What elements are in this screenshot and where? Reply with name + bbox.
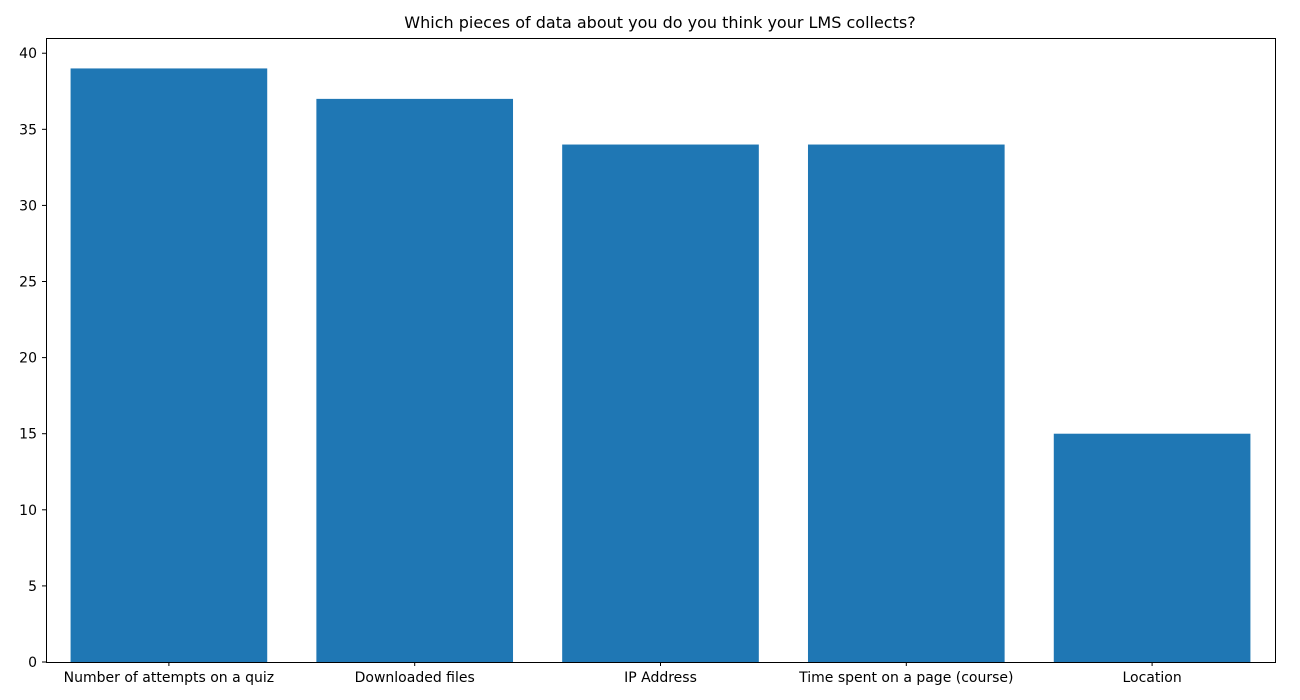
y-tick-label: 15 bbox=[19, 427, 37, 443]
y-tick-label: 40 bbox=[19, 46, 37, 62]
y-tick-label: 20 bbox=[19, 351, 37, 367]
bar-5 bbox=[1054, 434, 1251, 662]
y-tick-label: 35 bbox=[19, 122, 37, 138]
x-axis: Number of attempts on a quiz Downloaded f… bbox=[64, 662, 1182, 686]
bar-1 bbox=[71, 68, 268, 662]
y-tick-label: 30 bbox=[19, 198, 37, 214]
y-tick-label: 10 bbox=[19, 503, 37, 519]
x-tick-label: Time spent on a page (course) bbox=[798, 670, 1013, 686]
x-tick-label: Downloaded files bbox=[355, 670, 475, 686]
x-tick-label: Location bbox=[1122, 670, 1181, 686]
y-tick-label: 5 bbox=[28, 579, 37, 595]
bar-2 bbox=[316, 99, 513, 662]
y-axis: 0 5 10 15 20 25 30 35 40 bbox=[19, 46, 46, 671]
chart-title: Which pieces of data about you do you th… bbox=[404, 13, 915, 32]
bars bbox=[71, 68, 1251, 662]
bar-3 bbox=[562, 145, 759, 662]
x-tick-label: IP Address bbox=[624, 670, 697, 686]
bar-4 bbox=[808, 145, 1005, 662]
x-tick-label: Number of attempts on a quiz bbox=[64, 670, 274, 686]
y-tick-label: 25 bbox=[19, 275, 37, 291]
y-tick-label: 0 bbox=[28, 655, 37, 671]
